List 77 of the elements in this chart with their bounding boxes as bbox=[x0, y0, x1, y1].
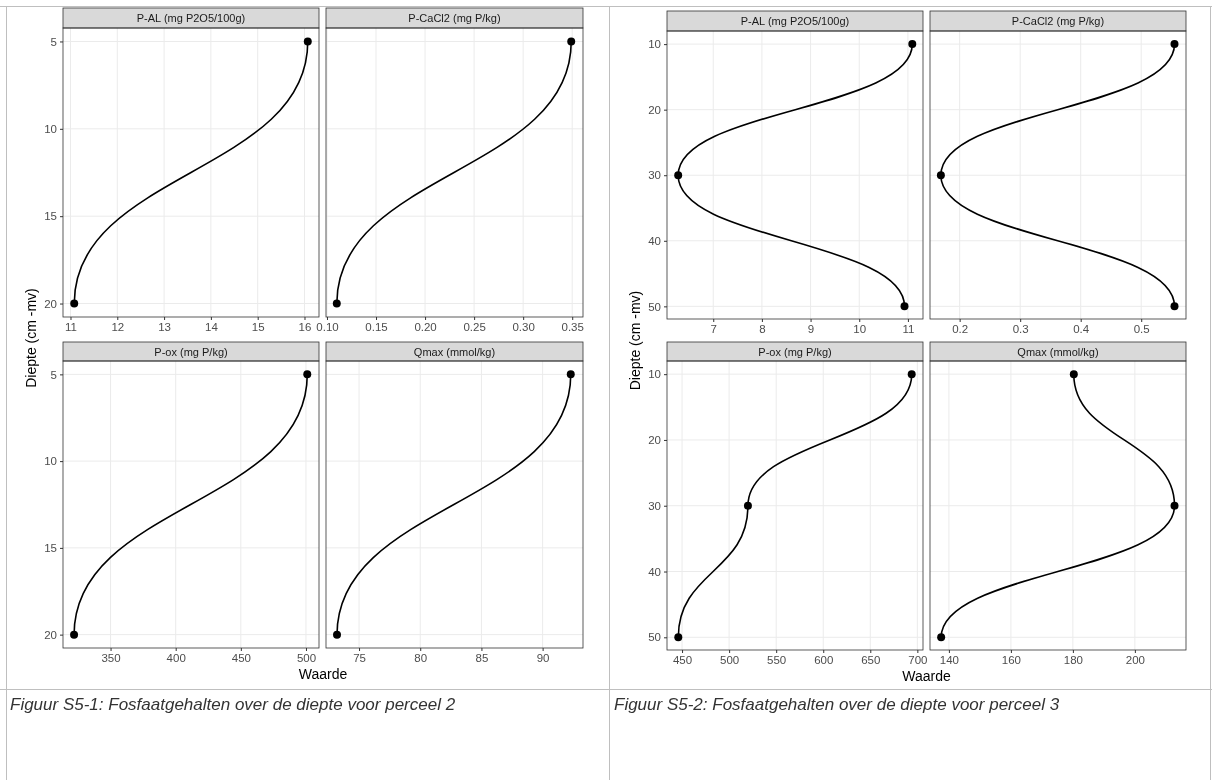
y-tick-label: 10 bbox=[44, 123, 57, 135]
text: Figuur S5-1: Fosfaatgehalten over de diepte voor perceel 2 bbox=[10, 694, 457, 716]
x-tick-label: 12 bbox=[111, 321, 125, 334]
x-tick-label: 75 bbox=[353, 652, 366, 665]
x-tick-label: 450 bbox=[672, 654, 693, 667]
point bbox=[907, 370, 916, 379]
x-tick-label: 0.2 bbox=[952, 323, 969, 336]
chart-title: P-CaCl2 (mg P/kg) bbox=[408, 12, 501, 24]
y-tick-label: 40 bbox=[648, 565, 661, 578]
x-tick-label: 16 bbox=[298, 321, 312, 334]
chart-title: Qmax (mmol/kg) bbox=[413, 345, 496, 358]
x-tick-label: 0.20 bbox=[414, 321, 437, 334]
x-tick-label: 80 bbox=[414, 652, 428, 665]
x-tick-label: 0.30 bbox=[512, 321, 535, 334]
y-tick-label: 15 bbox=[44, 542, 57, 555]
x-tick-label: 180 bbox=[1063, 654, 1083, 667]
chart-title: P-CaCl2 (mg P/kg) bbox=[1011, 15, 1105, 27]
chart-title: Qmax (mmol/kg) bbox=[1017, 345, 1099, 358]
x-tick-label: 140 bbox=[939, 654, 959, 667]
chart-title: P-AL (mg P2O5/100g) bbox=[740, 15, 850, 27]
point bbox=[908, 40, 917, 49]
x-tick-label: 7 bbox=[710, 323, 717, 336]
y-axis-title: Diepte (cm -mv) bbox=[627, 290, 643, 391]
x-axis-title: Waarde bbox=[902, 668, 951, 684]
x-tick-label: 500 bbox=[720, 654, 740, 667]
x-tick-label: 160 bbox=[1001, 654, 1021, 667]
y-tick-label: 5 bbox=[50, 35, 57, 48]
y-tick-label: 30 bbox=[648, 169, 661, 182]
point bbox=[674, 171, 683, 180]
point bbox=[900, 302, 909, 311]
y-tick-label: 50 bbox=[648, 631, 661, 644]
y-tick-label: 40 bbox=[648, 234, 661, 247]
x-tick-label: 0.5 bbox=[1133, 323, 1150, 336]
y-tick-label: 20 bbox=[44, 628, 57, 641]
chart-title: P-ox (mg P/kg) bbox=[758, 345, 832, 358]
x-tick-label: 0.10 bbox=[316, 321, 339, 334]
x-tick-label: 700 bbox=[908, 654, 928, 667]
x-tick-label: 550 bbox=[767, 654, 787, 667]
x-tick-label: 8 bbox=[759, 323, 766, 336]
x-tick-label: 450 bbox=[231, 652, 251, 665]
x-tick-label: 600 bbox=[814, 654, 834, 667]
y-tick-label: 10 bbox=[44, 455, 57, 468]
x-tick-label: 13 bbox=[158, 321, 171, 334]
x-tick-label: 10 bbox=[853, 323, 867, 336]
x-tick-label: 11 bbox=[65, 321, 77, 334]
x-tick-label: 650 bbox=[861, 654, 881, 667]
x-tick-label: 9 bbox=[807, 323, 815, 336]
point bbox=[743, 501, 752, 510]
chart-title: P-ox (mg P/kg) bbox=[154, 345, 228, 358]
x-tick-label: 85 bbox=[475, 652, 489, 665]
x-tick-label: 14 bbox=[204, 321, 219, 334]
x-tick-label: 200 bbox=[1125, 654, 1145, 667]
y-tick-label: 20 bbox=[648, 434, 661, 447]
y-tick-label: 15 bbox=[44, 210, 57, 223]
x-tick-label: 0.25 bbox=[463, 321, 486, 334]
x-tick-label: 0.4 bbox=[1073, 323, 1090, 336]
point bbox=[674, 633, 683, 642]
y-tick-label: 30 bbox=[648, 499, 661, 512]
y-tick-label: 10 bbox=[648, 368, 661, 381]
y-tick-label: 20 bbox=[648, 103, 661, 116]
x-tick-label: 0.15 bbox=[365, 321, 388, 334]
y-tick-label: 50 bbox=[648, 300, 661, 313]
x-tick-label: 11 bbox=[902, 323, 915, 336]
text: Figuur S5-2: Fosfaatgehalten over de diepte voor perceel 3 bbox=[614, 694, 1061, 716]
x-tick-label: 400 bbox=[166, 652, 186, 665]
x-tick-label: 0.35 bbox=[561, 321, 584, 334]
y-tick-label: 5 bbox=[50, 368, 57, 381]
x-tick-label: 90 bbox=[536, 652, 550, 665]
y-tick-label: 20 bbox=[44, 297, 57, 310]
x-tick-label: 15 bbox=[251, 321, 265, 334]
x-axis-title: Waarde bbox=[298, 666, 348, 682]
y-axis-title: Diepte (cm -mv) bbox=[23, 288, 39, 388]
chart-title: P-AL (mg P2O5/100g) bbox=[136, 12, 246, 24]
x-tick-label: 0.3 bbox=[1012, 323, 1029, 336]
x-tick-label: 350 bbox=[101, 652, 121, 665]
x-tick-label: 500 bbox=[296, 652, 317, 665]
y-tick-label: 10 bbox=[648, 38, 661, 51]
